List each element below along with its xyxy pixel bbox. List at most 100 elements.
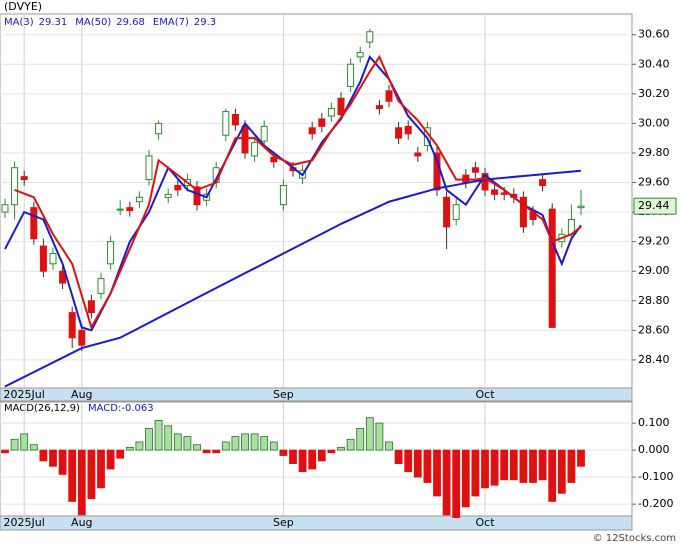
price-tag <box>633 197 677 215</box>
candle-body <box>11 167 19 206</box>
macd-bar <box>116 449 125 459</box>
candle-body <box>308 127 316 135</box>
candle-body <box>279 184 287 206</box>
macd-bar <box>404 449 413 473</box>
macd-bar <box>154 419 163 451</box>
candle-body <box>39 245 47 272</box>
candle-body <box>327 108 335 117</box>
candle-body <box>174 184 182 191</box>
macd-bar <box>337 446 345 451</box>
macd-bar <box>29 444 38 451</box>
candle-body <box>145 155 153 181</box>
macd-bar <box>471 449 480 497</box>
macd-bar <box>68 449 77 502</box>
candle-body <box>116 208 124 211</box>
candle-body <box>385 90 393 102</box>
macd-bar <box>356 428 365 451</box>
candle-body <box>241 125 249 154</box>
candle-body <box>135 196 143 203</box>
date-strip <box>0 387 633 402</box>
macd-bar <box>231 436 240 451</box>
legend-name: MA(50) <box>75 17 111 28</box>
candle-body <box>318 118 326 127</box>
symbol: (DVYE) <box>4 0 42 13</box>
macd-bar <box>49 449 57 467</box>
macd-bar <box>183 436 192 451</box>
candle-body <box>164 193 172 198</box>
candle-body <box>1 204 9 213</box>
line-series <box>14 54 582 330</box>
x-tick-label: 2025Jul <box>4 516 45 529</box>
macd-bar <box>327 449 336 454</box>
macd-bar <box>346 438 355 451</box>
macd-bar <box>173 433 182 451</box>
macd-bar <box>250 433 259 451</box>
line-series <box>4 169 582 388</box>
macd-bar <box>298 449 307 473</box>
macd-bar <box>289 449 297 464</box>
macd-bar <box>164 425 173 451</box>
macd-bar <box>77 449 86 516</box>
candle-body <box>404 125 412 135</box>
macd-bar <box>87 449 96 500</box>
macd-bar <box>308 449 317 470</box>
macd-value: MACD:-0.063 <box>88 403 154 414</box>
candle-body <box>577 205 585 209</box>
y-tick-label: 29.20 <box>638 235 670 248</box>
date-strip <box>0 515 633 531</box>
candle-body <box>68 312 76 339</box>
x-tick-label: 2025Jul <box>4 388 45 401</box>
x-tick-label: Sep <box>273 388 294 401</box>
legend-value: 29.31 <box>39 17 68 28</box>
macd-bar <box>567 449 576 483</box>
x-tick-label: Aug <box>71 516 92 529</box>
x-tick-label: Oct <box>475 516 495 529</box>
macd-bar <box>375 422 384 451</box>
macd-bar <box>317 449 326 462</box>
y-tick-label: -0.200 <box>638 497 673 510</box>
macd-bar <box>452 449 461 519</box>
candle-body <box>337 97 345 116</box>
legend-value: 29.3 <box>194 17 216 28</box>
candle-body <box>231 114 239 126</box>
y-tick-label: 0.000 <box>638 443 670 456</box>
candle-body <box>548 208 556 328</box>
watermark: © 12Stocks.com <box>593 533 676 544</box>
macd-bar <box>135 441 144 451</box>
candle-body <box>155 122 163 135</box>
macd-bar <box>260 436 269 451</box>
y-tick-label: 29.00 <box>638 264 670 277</box>
macd-bar <box>509 449 518 481</box>
candle-body <box>222 111 230 136</box>
y-tick-label: 30.00 <box>638 116 670 129</box>
candle-body <box>30 207 38 240</box>
macd-bar <box>202 449 211 454</box>
candle-body <box>49 252 57 265</box>
macd-bar <box>529 449 537 483</box>
macd-bar <box>500 449 509 481</box>
macd-bar <box>106 449 115 470</box>
candle-body <box>491 189 499 195</box>
candle-body <box>366 31 374 43</box>
macd-bar <box>10 438 19 451</box>
candle-body <box>270 156 278 163</box>
candle-body <box>452 204 460 220</box>
macd-bar <box>20 433 29 451</box>
macd-bar <box>58 449 67 475</box>
candle-body <box>539 179 547 186</box>
price-tag-label: 29.44 <box>638 199 670 212</box>
legend-value: 29.68 <box>116 17 145 28</box>
candle-body <box>471 167 479 173</box>
macd-bar <box>365 417 374 451</box>
macd-bar <box>241 433 249 451</box>
x-tick-label: Oct <box>475 388 495 401</box>
macd-bar <box>481 449 489 489</box>
candle-body <box>375 105 383 110</box>
macd-bar <box>221 441 230 451</box>
macd-bar <box>519 449 528 483</box>
macd-bar <box>442 449 451 516</box>
candle-body <box>443 196 451 228</box>
macd-bar <box>538 449 547 481</box>
candle-body <box>20 176 28 181</box>
candle-body <box>107 241 115 265</box>
